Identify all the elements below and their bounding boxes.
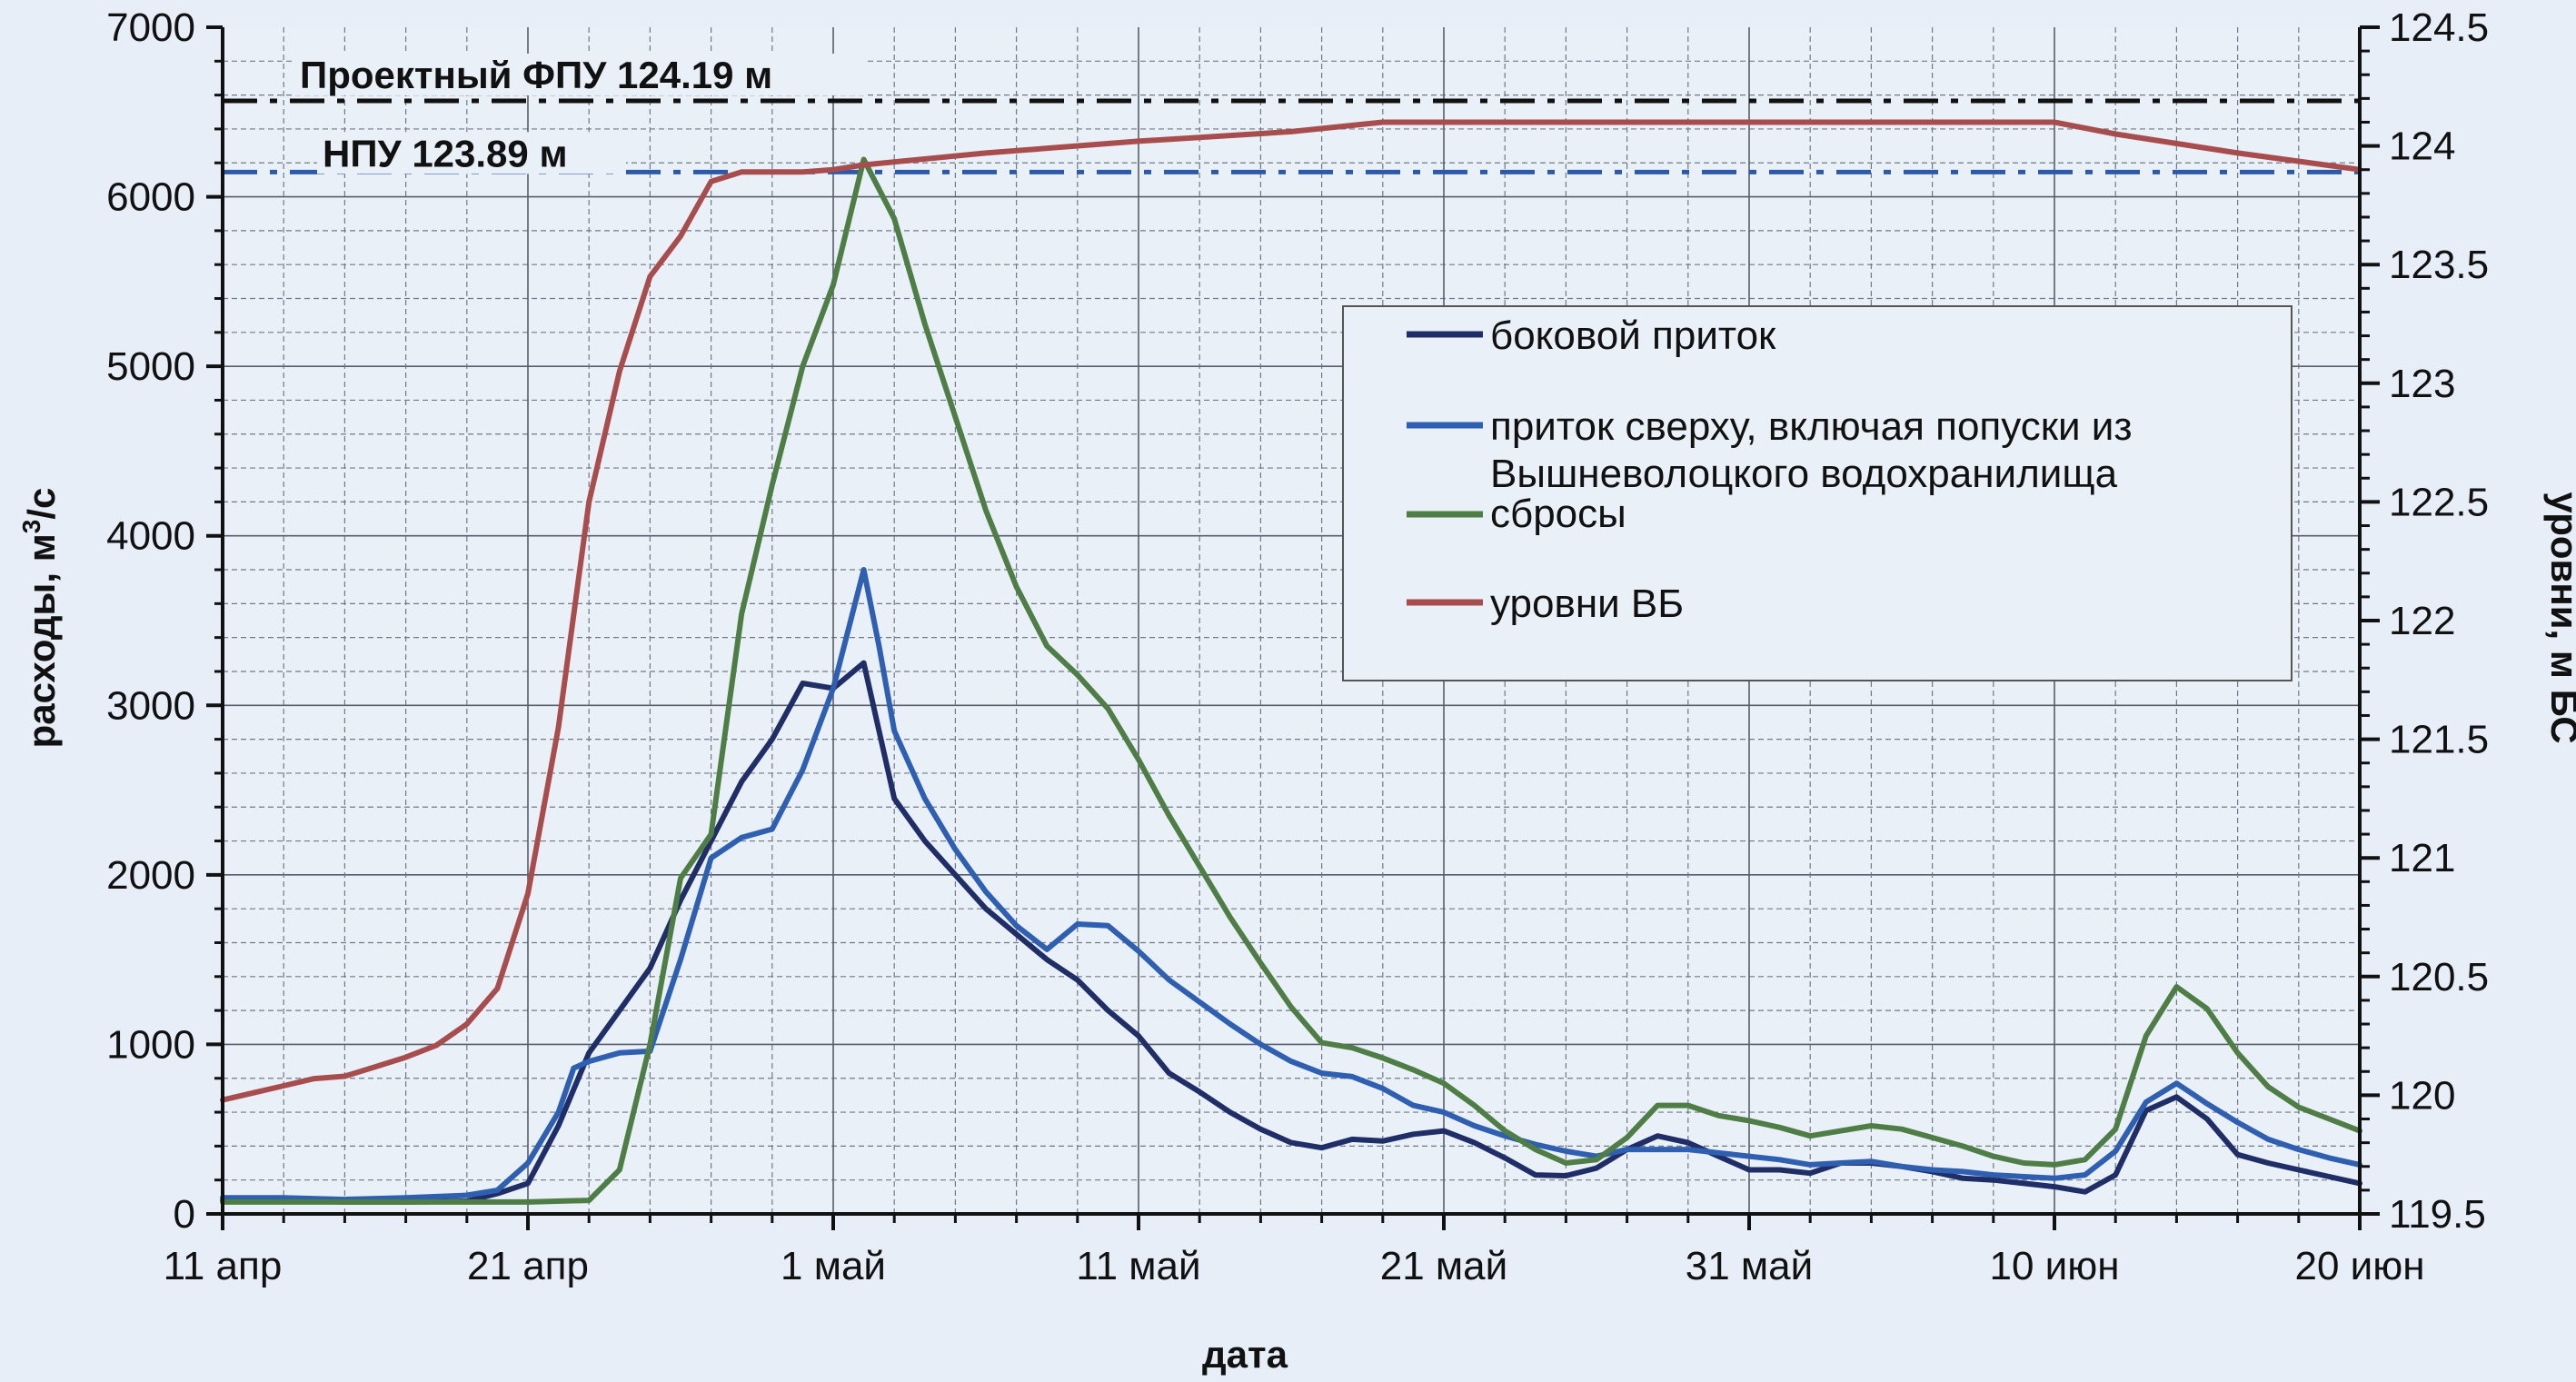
- y-left-tick-label: 6000: [106, 175, 195, 220]
- reference-line-label: НПУ 123.89 м: [323, 132, 568, 174]
- reference-lines: Проектный ФПУ 124.19 м НПУ 123.89 м: [223, 53, 2360, 174]
- x-tick-label: 10 июн: [1989, 1244, 2119, 1288]
- x-tick-label: 31 май: [1686, 1244, 1813, 1288]
- x-tick-label: 21 май: [1380, 1244, 1507, 1288]
- x-tick-label: 1 май: [781, 1244, 886, 1288]
- x-tick-label: 11 май: [1076, 1244, 1200, 1288]
- y-right-tick-label: 122.5: [2389, 480, 2489, 524]
- x-tick-label: 20 июн: [2294, 1244, 2424, 1288]
- series-line: [220, 156, 2362, 1205]
- y-right-tick-label: 123: [2389, 362, 2455, 406]
- x-tick-label: 11 апр: [164, 1244, 283, 1288]
- y-left-tick-label: 7000: [106, 5, 195, 50]
- series-line: [220, 119, 2362, 1103]
- x-tick-label: 21 апр: [467, 1244, 589, 1288]
- y-axis-left-title-prefix: расходы, м: [20, 533, 63, 748]
- y-left-tick-label: 1000: [106, 1022, 195, 1067]
- series-line: [220, 567, 2362, 1203]
- series-lines: [220, 119, 2362, 1205]
- y-right-tick-label: 122: [2389, 599, 2455, 643]
- y-axis-left-title-suffix: /с: [20, 488, 63, 520]
- reference-label-bg: [317, 132, 626, 174]
- y-left-tick-label: 5000: [106, 344, 195, 389]
- y-right-tick-label: 123.5: [2389, 243, 2489, 287]
- axes: 0 1000 2000 3000 4000 5000 6000 7000 119.5 120 120…: [106, 5, 2489, 1288]
- legend-label: приток сверху, включая попуски из: [1490, 404, 2133, 449]
- y-left-tick-label: 0: [174, 1192, 195, 1237]
- y-right-tick-label: 120.5: [2389, 955, 2489, 999]
- legend-box: [1342, 305, 2293, 681]
- legend-label: уровни ВБ: [1490, 582, 1684, 626]
- reference-label-bg: [294, 53, 867, 95]
- series-line: [220, 660, 2362, 1205]
- legend-label: боковой приток: [1490, 313, 1776, 358]
- y-right-tick-label: 121: [2389, 836, 2455, 880]
- y-left-tick-label: 3000: [106, 683, 195, 728]
- y-right-tick-label: 121.5: [2389, 718, 2489, 762]
- x-axis-title: дата: [1202, 1333, 1288, 1376]
- y-axis-right-title: уровни, м БС: [2543, 492, 2576, 743]
- legend: боковой приток приток сверху, включая поп…: [1342, 305, 2293, 681]
- y-axis-left-title: расходы, м3/с: [17, 488, 63, 749]
- legend-label: сбросы: [1490, 492, 1626, 536]
- y-left-tick-label: 2000: [106, 853, 195, 898]
- y-right-tick-label: 119.5: [2389, 1192, 2486, 1237]
- y-left-tick-label: 4000: [106, 514, 195, 559]
- reference-line-label: Проектный ФПУ 124.19 м: [300, 54, 772, 96]
- y-axis-left-title-sup: 3: [17, 520, 45, 534]
- y-right-tick-label: 120: [2389, 1073, 2455, 1118]
- y-right-tick-label: 124: [2389, 124, 2455, 169]
- legend-label: Вышневолоцкого водохранилища: [1490, 452, 2118, 496]
- y-right-tick-label: 124.5: [2389, 5, 2489, 50]
